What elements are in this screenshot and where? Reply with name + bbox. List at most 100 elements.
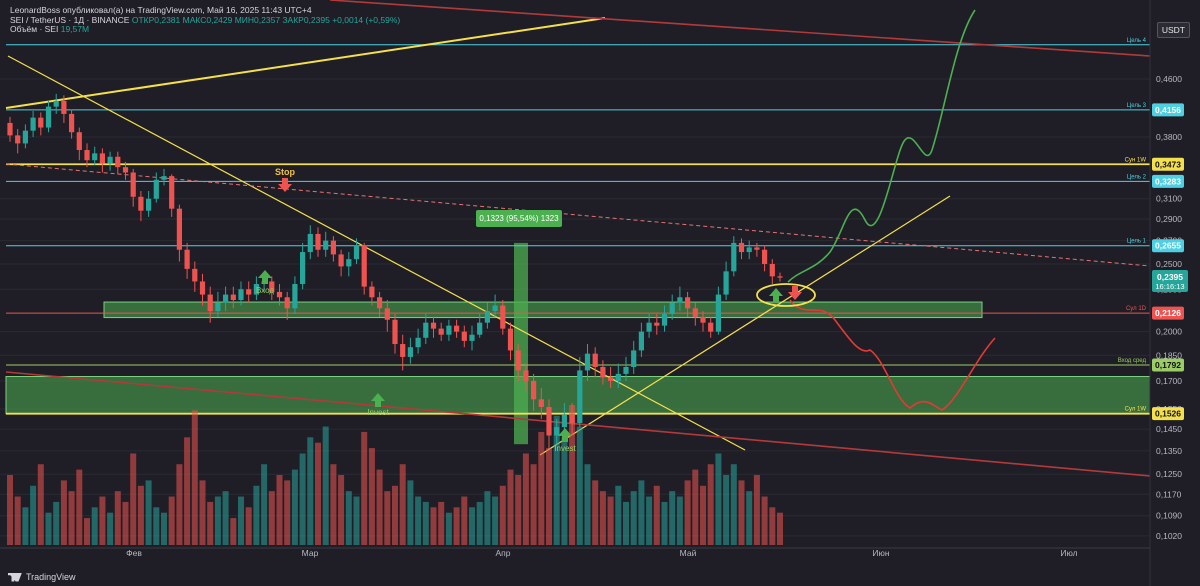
candle-body [323,240,329,250]
candle-body [130,172,136,197]
volume-legend: Объём · SEI 19,57M [10,24,89,34]
x-tick-label: Июн [872,548,889,558]
volume-bar [322,426,329,545]
highlight-ellipse [756,283,816,307]
price-badge [1152,358,1184,372]
candle-body [677,297,683,303]
volume-bar [653,485,660,545]
volume-bar [14,496,21,545]
volume-bar [7,475,13,545]
currency-button[interactable]: USDT [1156,22,1190,38]
volume-bar [553,415,560,545]
volume-bar [91,507,98,545]
candle-body [407,347,413,357]
volume-bar [569,405,576,545]
volume-bar [761,496,768,545]
candle-body [446,325,452,335]
volume-bar [238,496,244,545]
x-tick-label: Фев [126,548,142,558]
candle-body [76,132,82,151]
volume-bar [368,448,375,545]
candle-body [661,313,668,326]
volume-bar [37,464,44,545]
price-badge [1152,239,1184,253]
candle-body [769,263,775,277]
volume-bar [30,485,37,545]
entry-arrow-icon [258,270,272,284]
candle-body [762,249,768,264]
candle-body [515,350,521,371]
volume-bar [315,442,321,545]
candle-body [461,331,467,341]
publish-line: LeonardBoss опубликовал(а) на TradingVie… [10,5,312,15]
x-tick-label: Апр [496,548,511,558]
y-tick-label: 0,1170 [1156,489,1182,499]
candle-body [115,156,121,168]
candle-body [392,319,398,345]
ohlc-values: ОТКР0,2381 МАКС0,2429 МИН0,2357 ЗАКР0,23… [131,15,401,25]
candle-body [492,305,498,312]
stop-arrow-icon [788,286,802,300]
volume-bar [137,485,144,545]
candle-body [207,294,213,312]
volume-bar [522,453,529,545]
volume-bar [268,491,275,545]
candle-body [276,291,283,298]
price-badge-text: 0,1526 [1155,409,1181,419]
last-price-badge [1152,269,1188,292]
candle-body [415,337,421,348]
y-tick-label: 0,1350 [1156,446,1182,456]
candle-body [623,366,629,374]
candle-body [346,259,352,267]
candle-body [92,153,98,161]
candle-body [438,328,444,335]
candle-body [654,322,660,326]
volume-bar [707,464,714,545]
candle-body [731,242,737,272]
volume-bar [453,507,460,545]
volume-bar [700,485,706,545]
volume-bar [445,512,452,545]
candle-body [692,308,698,317]
volume-bar [230,518,237,545]
volume-bar [561,437,568,545]
volume-bar [730,464,737,545]
volume-bar [68,491,75,545]
candle-body [246,289,252,295]
candle-body [746,247,752,253]
channel-top-line [329,0,1151,57]
volume-bar [746,491,753,545]
candle-body [15,135,21,144]
projection-paths [756,9,996,411]
candle-body [284,297,290,309]
annotation-label: Invest [554,444,576,453]
volume-bar [599,491,606,545]
candle-body [107,156,113,164]
y-tick-label: 0,2000 [1156,327,1182,337]
volume-bar [422,501,429,545]
candle-body [377,297,383,309]
candle-body [669,302,675,314]
volume-bar [184,437,191,545]
candle-body [307,233,313,253]
y-tick-label: 0,4600 [1156,74,1182,84]
candle-body [777,276,783,278]
candle-body [546,407,552,436]
candle-body [176,208,182,250]
volume-bar [338,475,345,545]
volume-bar [145,480,152,545]
tradingview-logo: TradingView [8,572,76,582]
price-badge [1152,174,1184,188]
candle-body [554,427,560,436]
candle-body [300,252,306,285]
candle-body [384,308,390,320]
candle-body [638,331,644,351]
candle-body [38,117,44,128]
candle-body [223,294,229,303]
candle-body [215,302,221,312]
candle-body [531,380,537,400]
entry-arrow-icon [769,288,783,302]
dashed-resistance-line [5,163,1151,267]
candle-body [430,322,437,329]
